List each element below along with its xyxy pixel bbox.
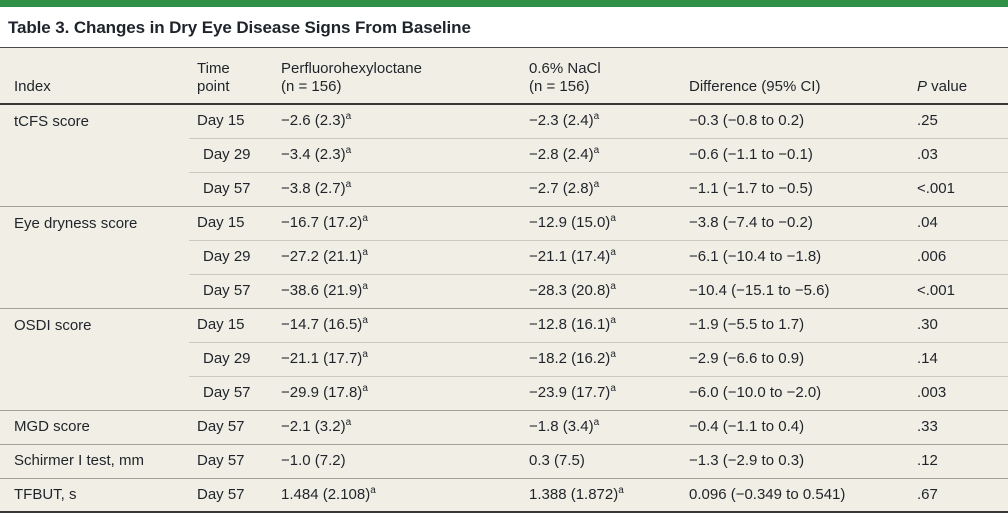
difference-cell: −1.9 (−5.5 to 1.7)	[681, 307, 909, 342]
nacl-value-cell: −21.1 (17.4)a	[521, 239, 681, 274]
index-cell: MGD score	[0, 409, 189, 444]
timepoint-cell: Day 57	[189, 171, 273, 206]
table-row: Schirmer I test, mm Day 57 −1.0 (7.2) 0.…	[0, 443, 1008, 478]
table-row: OSDI score Day 15 −14.7 (16.5)a −12.8 (1…	[0, 307, 1008, 410]
pfh-value-cell: −29.9 (17.8)a	[273, 375, 521, 410]
pvalue-cell: .006	[909, 239, 1008, 274]
pfh-value-cell: −3.4 (2.3)a	[273, 137, 521, 172]
timepoint-cell: Day 57	[189, 409, 273, 444]
timepoint-cell: Day 15	[189, 307, 273, 342]
table-row: Day 57 −38.6 (21.9)a −28.3 (20.8)a −10.4…	[0, 273, 1008, 308]
timepoint-cell: Day 15	[189, 104, 273, 138]
timepoint-cell: Day 57	[189, 273, 273, 308]
difference-cell: −0.3 (−0.8 to 0.2)	[681, 104, 909, 138]
pfh-value-cell: −27.2 (21.1)a	[273, 239, 521, 274]
pfh-value-cell: 1.484 (2.108)a	[273, 477, 521, 513]
col-header-perfluorohexyloctane: Perfluorohexyloctane (n = 156)	[273, 48, 521, 105]
col-header-pvalue: P value	[909, 48, 1008, 105]
pvalue-cell: .14	[909, 341, 1008, 376]
pvalue-cell: .33	[909, 409, 1008, 444]
dry-eye-signs-table: Index Time point Perfluorohexyloctane (n…	[0, 48, 1008, 513]
index-cell: OSDI score	[0, 307, 189, 410]
pfh-value-cell: −3.8 (2.7)a	[273, 171, 521, 206]
pfh-value-cell: −38.6 (21.9)a	[273, 273, 521, 308]
nacl-value-cell: −2.3 (2.4)a	[521, 104, 681, 138]
difference-cell: −0.6 (−1.1 to −0.1)	[681, 137, 909, 172]
index-cell: tCFS score	[0, 104, 189, 206]
pvalue-italic-p: P	[917, 78, 928, 95]
difference-cell: −6.0 (−10.0 to −2.0)	[681, 375, 909, 410]
col-header-index: Index	[0, 48, 189, 105]
difference-cell: −1.3 (−2.9 to 0.3)	[681, 443, 909, 478]
difference-cell: −3.8 (−7.4 to −0.2)	[681, 205, 909, 240]
nacl-value-cell: −2.7 (2.8)a	[521, 171, 681, 206]
timepoint-cell: Day 57	[189, 477, 273, 513]
col-header-timepoint: Time point	[189, 48, 273, 105]
table-row: tCFS score Day 15 −2.6 (2.3)a −2.3 (2.4)…	[0, 104, 1008, 206]
pvalue-cell: <.001	[909, 171, 1008, 206]
pfh-value-cell: −2.6 (2.3)a	[273, 104, 521, 138]
nacl-value-cell: 1.388 (1.872)a	[521, 477, 681, 513]
difference-cell: 0.096 (−0.349 to 0.541)	[681, 477, 909, 513]
table-row: MGD score Day 57 −2.1 (3.2)a −1.8 (3.4)a…	[0, 409, 1008, 444]
pfh-value-cell: −21.1 (17.7)a	[273, 341, 521, 376]
difference-cell: −2.9 (−6.6 to 0.9)	[681, 341, 909, 376]
nacl-value-cell: −23.9 (17.7)a	[521, 375, 681, 410]
difference-cell: −0.4 (−1.1 to 0.4)	[681, 409, 909, 444]
nacl-value-cell: −1.8 (3.4)a	[521, 409, 681, 444]
nacl-value-cell: −2.8 (2.4)a	[521, 137, 681, 172]
difference-cell: −6.1 (−10.4 to −1.8)	[681, 239, 909, 274]
difference-cell: −10.4 (−15.1 to −5.6)	[681, 273, 909, 308]
pvalue-cell: .04	[909, 205, 1008, 240]
col-header-nacl: 0.6% NaCl (n = 156)	[521, 48, 681, 105]
timepoint-cell: Day 29	[189, 341, 273, 376]
table-row: Day 29 −21.1 (17.7)a −18.2 (16.2)a −2.9 …	[0, 341, 1008, 376]
pvalue-cell: .12	[909, 443, 1008, 478]
nacl-value-cell: −12.8 (16.1)a	[521, 307, 681, 342]
nacl-value-cell: −28.3 (20.8)a	[521, 273, 681, 308]
difference-cell: −1.1 (−1.7 to −0.5)	[681, 171, 909, 206]
nacl-value-cell: −18.2 (16.2)a	[521, 341, 681, 376]
pvalue-cell: .003	[909, 375, 1008, 410]
pfh-value-cell: −16.7 (17.2)a	[273, 205, 521, 240]
nacl-value-cell: −12.9 (15.0)a	[521, 205, 681, 240]
table-header-row: Index Time point Perfluorohexyloctane (n…	[0, 48, 1008, 105]
pfh-value-cell: −1.0 (7.2)	[273, 443, 521, 478]
accent-bar	[0, 0, 1008, 7]
timepoint-cell: Day 57	[189, 443, 273, 478]
table-row: Day 57 −3.8 (2.7)a −2.7 (2.8)a −1.1 (−1.…	[0, 171, 1008, 206]
timepoint-cell: Day 15	[189, 205, 273, 240]
pvalue-cell: .03	[909, 137, 1008, 172]
table-title-block: Table 3. Changes in Dry Eye Disease Sign…	[0, 7, 1008, 48]
timepoint-cell: Day 29	[189, 239, 273, 274]
index-cell: TFBUT, s	[0, 477, 189, 513]
pvalue-cell: <.001	[909, 273, 1008, 308]
col-header-difference: Difference (95% CI)	[681, 48, 909, 105]
table-row: Day 57 −29.9 (17.8)a −23.9 (17.7)a −6.0 …	[0, 375, 1008, 410]
pvalue-rest: value	[927, 78, 968, 95]
table-row: TFBUT, s Day 57 1.484 (2.108)a 1.388 (1.…	[0, 477, 1008, 513]
nacl-value-cell: 0.3 (7.5)	[521, 443, 681, 478]
table-row: Day 29 −27.2 (21.1)a −21.1 (17.4)a −6.1 …	[0, 239, 1008, 274]
table-row: Day 29 −3.4 (2.3)a −2.8 (2.4)a −0.6 (−1.…	[0, 137, 1008, 172]
pfh-value-cell: −2.1 (3.2)a	[273, 409, 521, 444]
pfh-value-cell: −14.7 (16.5)a	[273, 307, 521, 342]
index-cell: Eye dryness score	[0, 205, 189, 308]
timepoint-cell: Day 57	[189, 375, 273, 410]
timepoint-cell: Day 29	[189, 137, 273, 172]
table-row: Eye dryness score Day 15 −16.7 (17.2)a −…	[0, 205, 1008, 308]
index-cell: Schirmer I test, mm	[0, 443, 189, 478]
pvalue-cell: .25	[909, 104, 1008, 138]
pvalue-cell: .30	[909, 307, 1008, 342]
table-title: Table 3. Changes in Dry Eye Disease Sign…	[8, 18, 471, 37]
pvalue-cell: .67	[909, 477, 1008, 513]
